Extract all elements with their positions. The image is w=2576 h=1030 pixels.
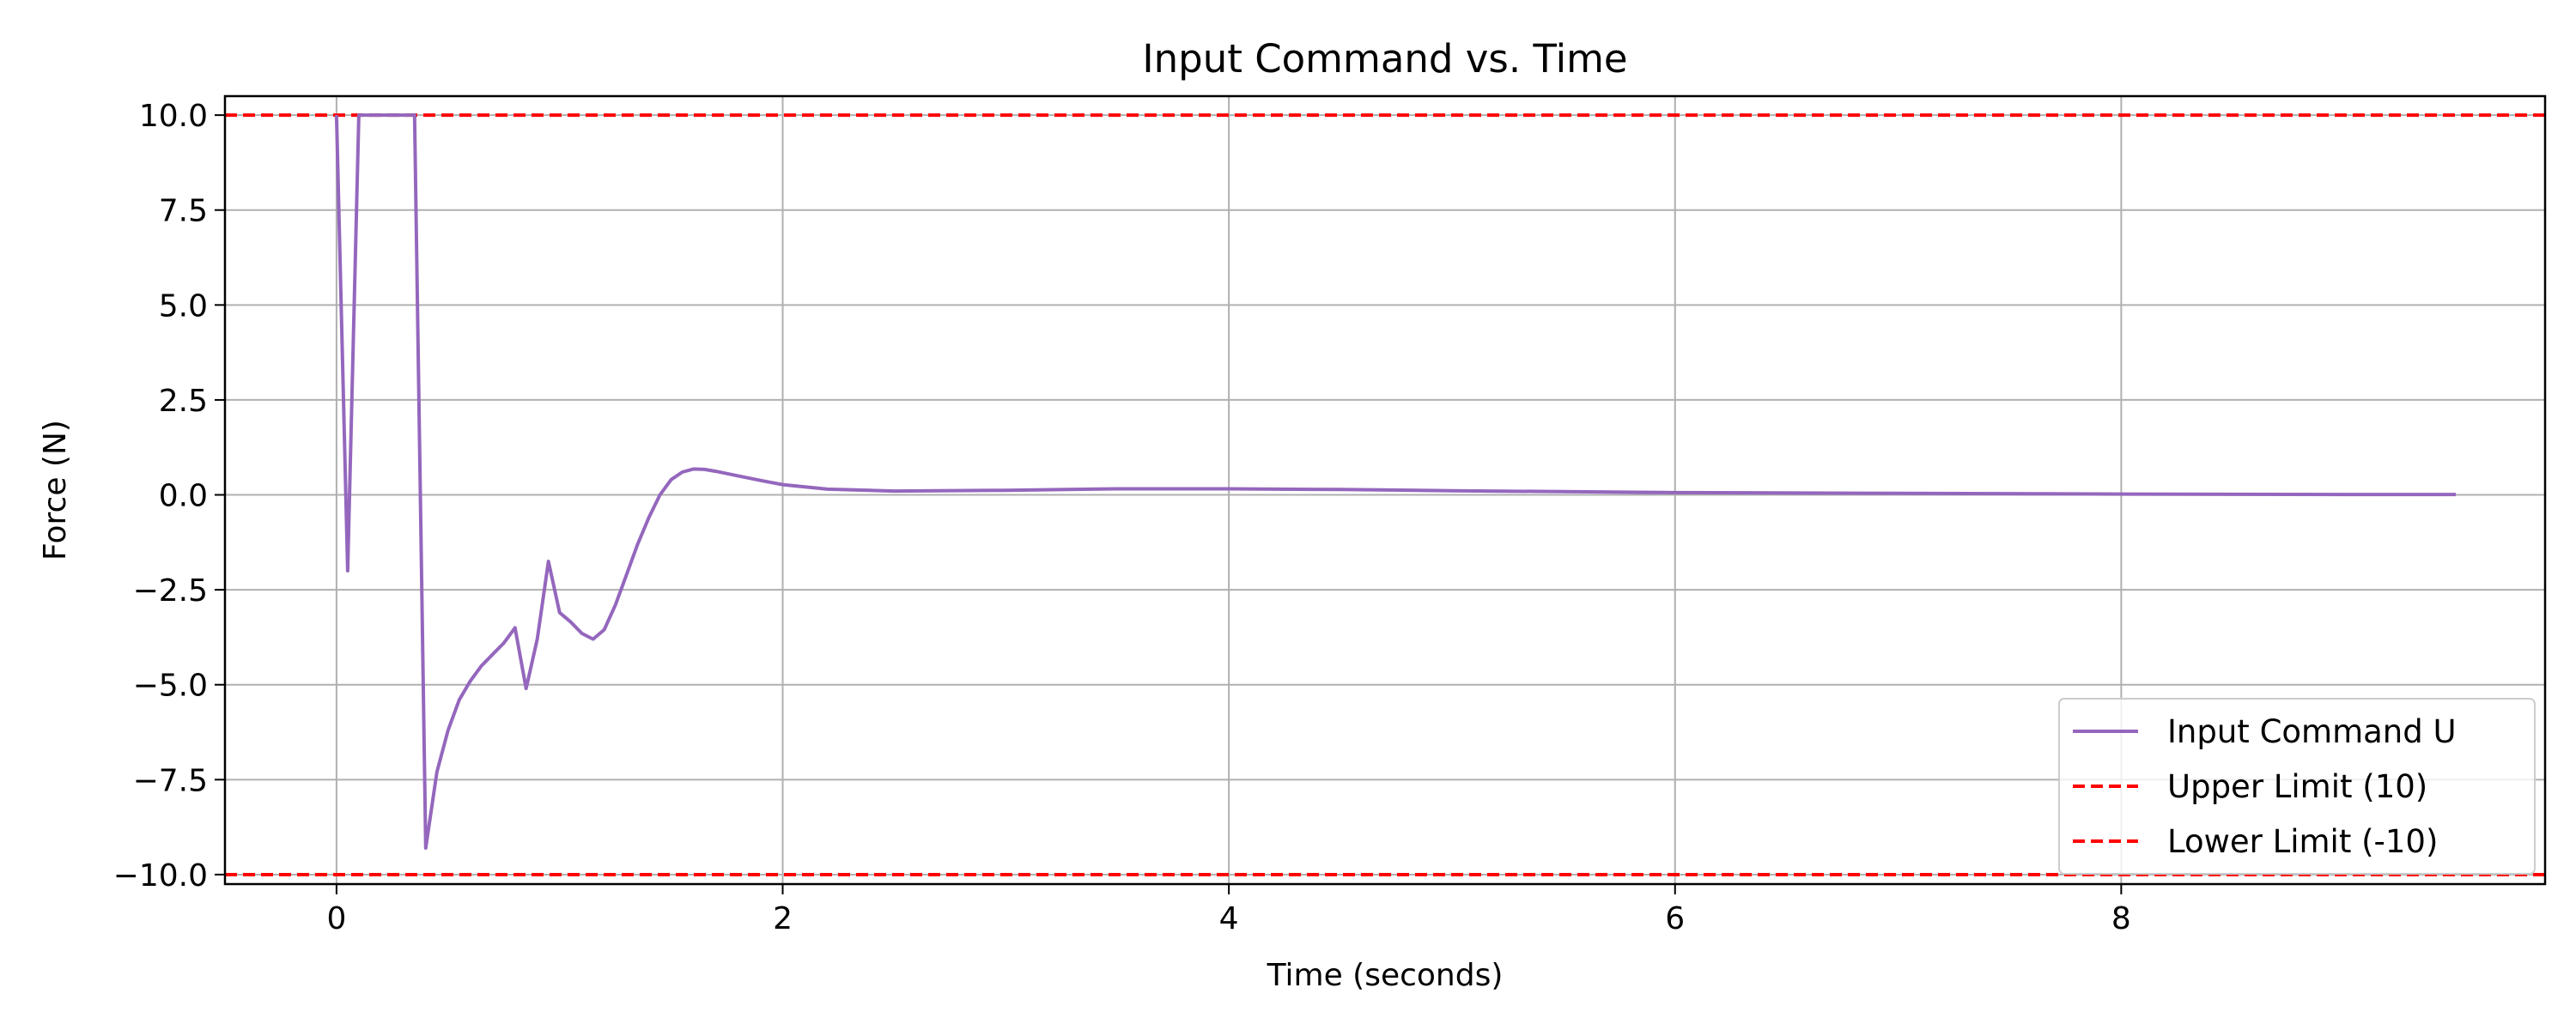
x-tick-label: 4 <box>1219 901 1239 936</box>
x-tick-label: 6 <box>1665 901 1685 936</box>
y-tick-label: 0.0 <box>159 479 208 514</box>
x-tick-label: 2 <box>773 901 793 936</box>
x-tick-label: 8 <box>2111 901 2131 936</box>
x-tick-label: 0 <box>326 901 346 936</box>
y-tick-label: −5.0 <box>133 669 208 704</box>
legend-label: Input Command U <box>2167 713 2457 750</box>
y-tick-label: 7.5 <box>159 194 208 229</box>
y-tick-label: 2.5 <box>159 384 208 419</box>
y-tick-label: −7.5 <box>133 763 208 798</box>
legend-box <box>2058 698 2536 875</box>
y-tick-label: 5.0 <box>159 288 208 324</box>
y-tick-label: −10.0 <box>113 858 208 894</box>
y-tick-label: 10.0 <box>139 99 208 134</box>
x-axis-label: Time (seconds) <box>1267 958 1504 993</box>
y-tick-label: −2.5 <box>133 573 208 609</box>
y-axis-label: Force (N) <box>38 420 73 560</box>
plot-frame <box>223 94 2547 886</box>
series-lines <box>334 113 2457 850</box>
legend-label: Upper Limit (10) <box>2167 768 2427 805</box>
series-line <box>334 113 2457 850</box>
axis-ticks: 0 2 4 6 8 10.0 7.5 5.0 2.5 0.0 −2.5 −5.0 −7.5 −10.0 <box>113 99 2131 936</box>
legend-label: Lower Limit (-10) <box>2167 823 2438 860</box>
legend: Input Command U Upper Limit (10) Lower Lim… <box>2058 698 2536 875</box>
chart-title: Input Command vs. Time <box>1142 36 1627 82</box>
